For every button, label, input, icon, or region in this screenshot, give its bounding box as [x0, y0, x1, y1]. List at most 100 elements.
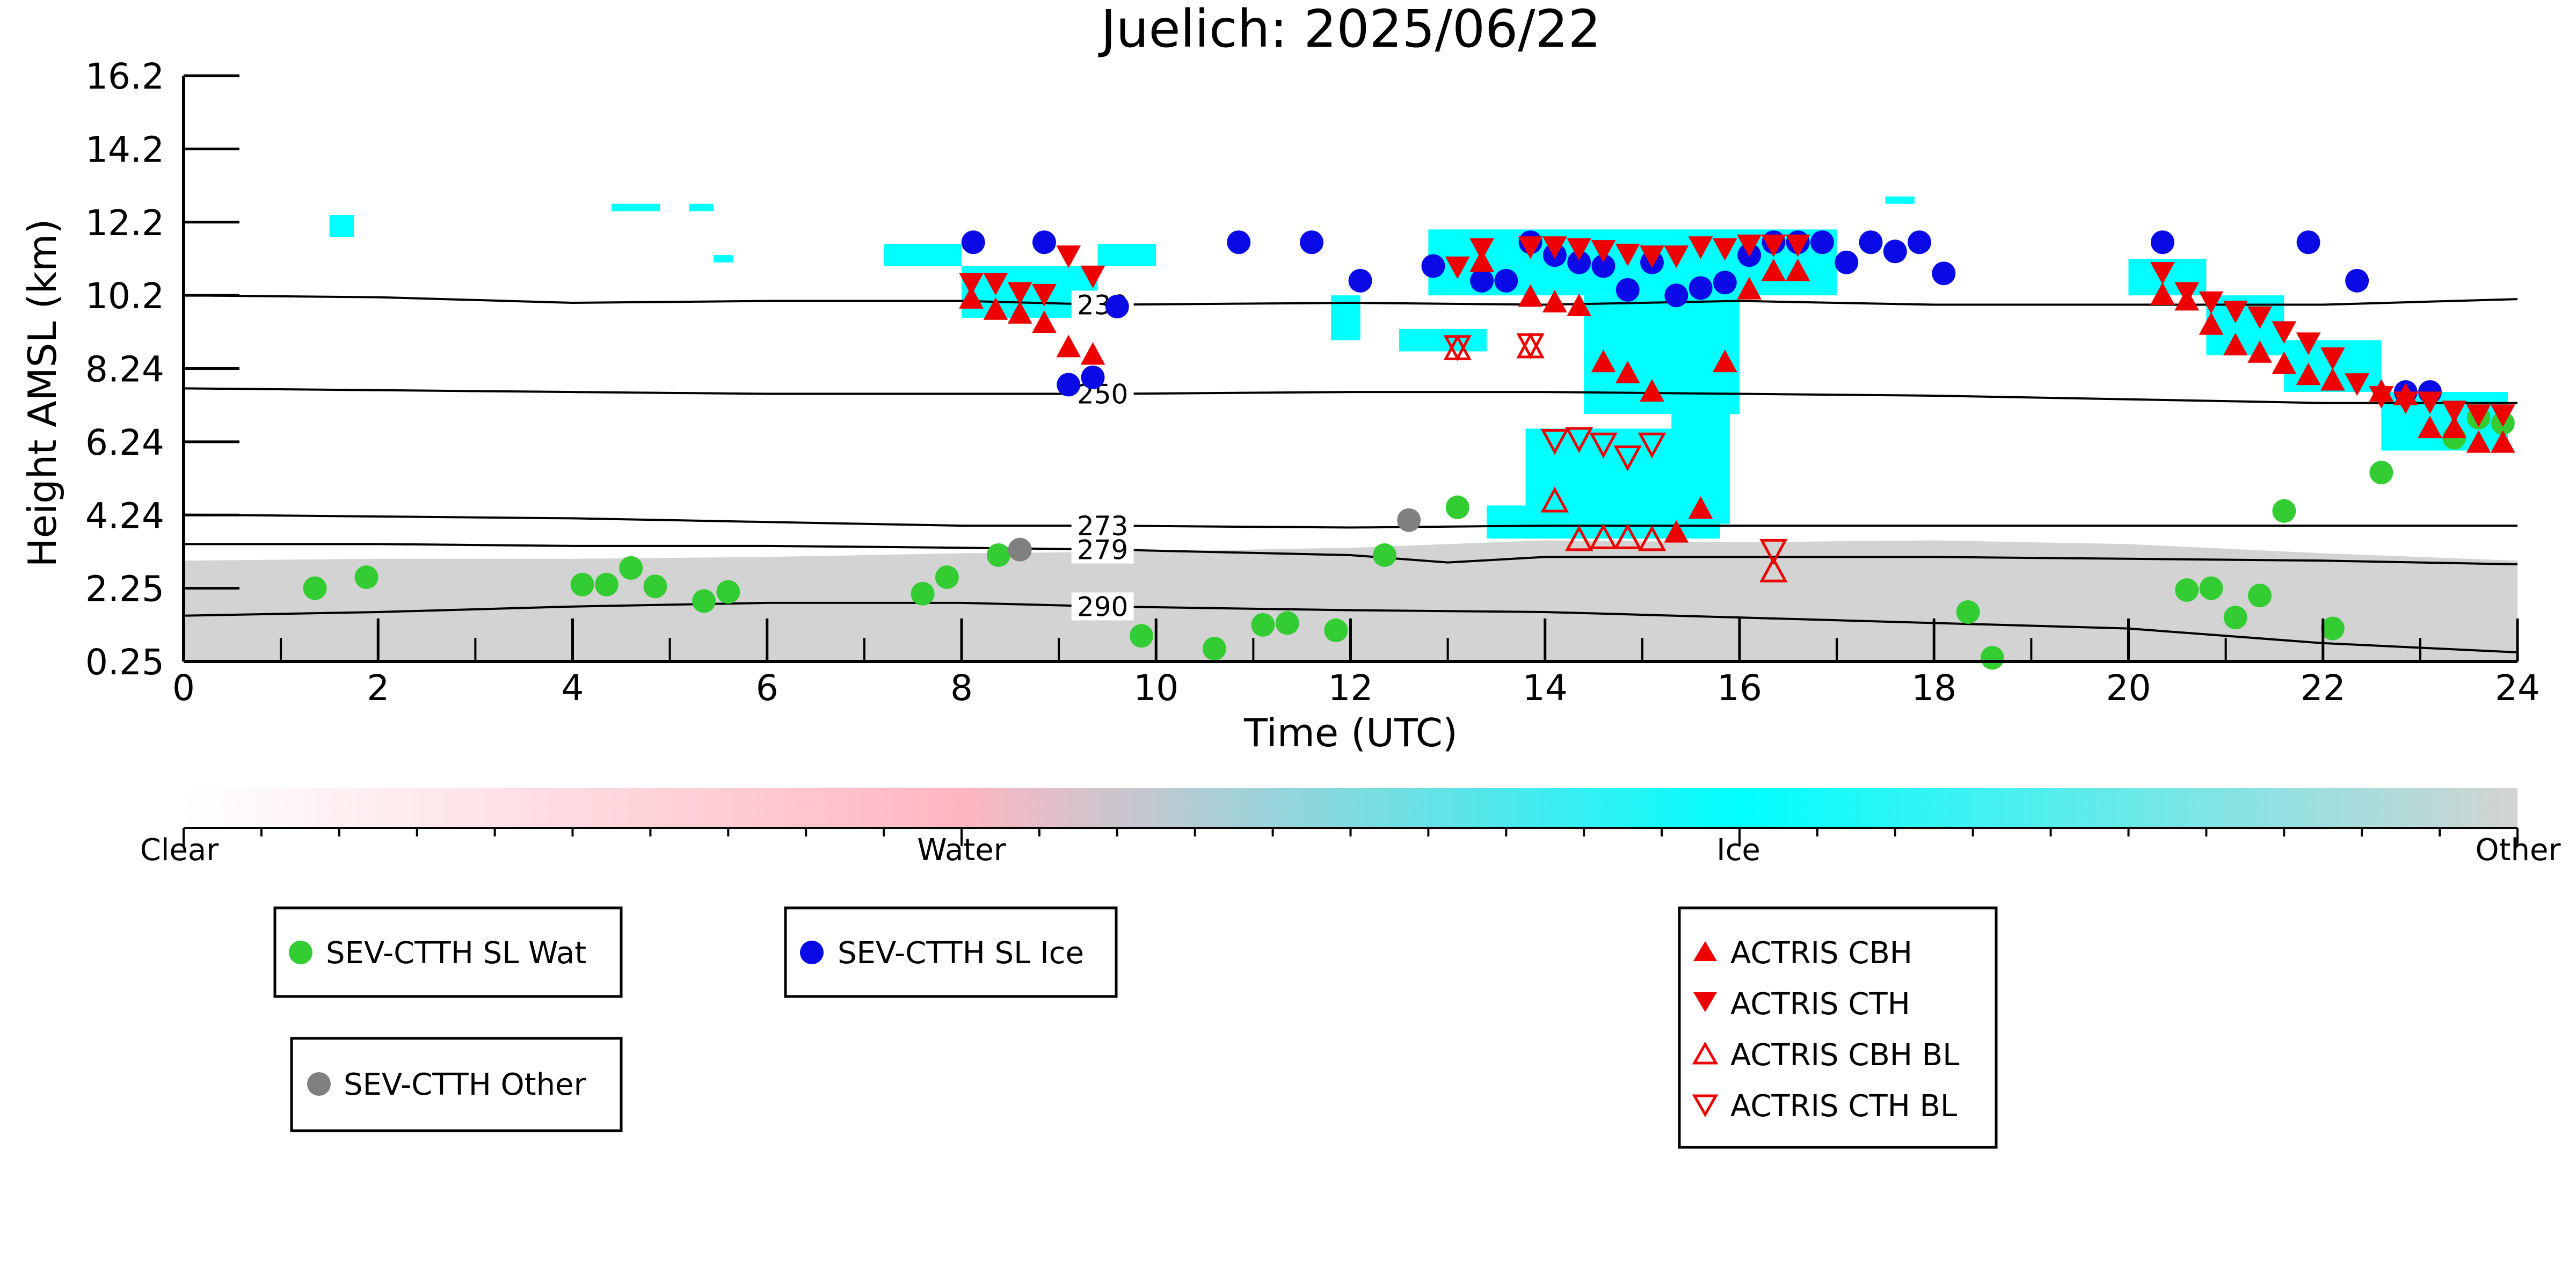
point-actris-cbh: [2418, 416, 2442, 439]
point-actris-cth: [1712, 238, 1737, 261]
point-sev-ctth-sl-wat: [1372, 543, 1396, 567]
point-sev-ctth-sl-wat: [2272, 499, 2296, 523]
point-actris-cbh: [1761, 258, 1786, 281]
colorbar-ticks: [183, 828, 2519, 846]
point-sev-ctth-sl-wat: [911, 581, 935, 606]
point-sev-ctth-sl-wat: [1202, 637, 1226, 661]
point-sev-ctth-sl-ice: [1105, 294, 1129, 318]
cloud-mask-ice-region: [1487, 505, 1720, 539]
point-actris-cth: [2272, 321, 2297, 344]
point-sev-ctth-sl-wat: [716, 580, 740, 604]
cloud-mask-ice-region: [884, 244, 962, 266]
point-sev-ctth-sl-wat: [2199, 576, 2223, 600]
point-actris-cth-bl: [1613, 445, 1642, 471]
point-sev-ctth-sl-ice: [1616, 278, 1640, 302]
point-actris-cth: [2199, 291, 2224, 314]
point-actris-cth-bl: [1638, 432, 1667, 459]
point-actris-cbh: [1032, 310, 1057, 333]
point-actris-cbh: [2247, 340, 2272, 363]
point-sev-ctth-sl-wat: [986, 543, 1010, 567]
point-actris-cbh-bl: [1589, 523, 1618, 549]
point-sev-ctth-sl-ice: [1081, 365, 1105, 389]
cloud-mask-ice-region: [1584, 295, 1740, 414]
point-actris-cth: [1518, 236, 1543, 259]
point-actris-cth: [2247, 306, 2272, 329]
legend-actris: ACTRIS CBH ACTRIS CTH ACTRIS CBH BL ACTR…: [1678, 906, 1998, 1149]
point-sev-ctth-sl-ice: [1810, 230, 1834, 254]
point-actris-cbh: [1737, 276, 1762, 300]
point-sev-ctth-sl-wat: [692, 589, 716, 613]
point-sev-ctth-sl-wat: [2369, 461, 2393, 485]
point-sev-ctth-sl-wat: [643, 574, 667, 599]
point-actris-cth: [2320, 347, 2345, 370]
point-sev-ctth-sl-wat: [619, 556, 643, 580]
isotherm-label-bg: [1071, 380, 1134, 408]
point-actris-cbh-bl: [1759, 556, 1788, 583]
point-actris-cth: [1785, 234, 1810, 257]
y-tick-label: 2.25: [85, 569, 164, 610]
legend-marker-triangle-down-icon: [1693, 992, 1717, 1012]
point-sev-ctth-sl-wat: [594, 572, 618, 596]
point-actris-cth: [1664, 245, 1689, 268]
x-tick-label: 2: [367, 667, 389, 709]
point-sev-ctth-sl-ice: [1689, 276, 1713, 300]
point-actris-cbh: [1640, 379, 1664, 402]
point-actris-cth-bl: [1564, 427, 1593, 453]
point-actris-cth: [1032, 283, 1057, 307]
legend-marker-gray-circle-icon: [307, 1072, 331, 1096]
colorbar-label-ice: Ice: [1716, 833, 1760, 868]
colorbar-label-clear: Clear: [140, 833, 219, 868]
point-sev-ctth-sl-ice: [961, 230, 985, 254]
point-sev-ctth-other: [1397, 508, 1421, 532]
point-actris-cth: [1615, 243, 1640, 266]
x-axis-label: Time (UTC): [1243, 710, 1458, 755]
point-sev-ctth-sl-ice: [1713, 271, 1737, 295]
point-sev-ctth-sl-wat: [935, 565, 959, 590]
point-sev-ctth-sl-ice: [1300, 230, 1324, 254]
x-tick-label: 18: [1911, 667, 1956, 709]
isotherm-line-279: [184, 543, 2517, 566]
point-actris-cth: [1688, 236, 1713, 259]
x-tick-label: 14: [1523, 667, 1568, 709]
y-tick-label: 14.2: [85, 129, 164, 170]
point-sev-ctth-sl-ice: [1932, 261, 1956, 286]
y-axis-label: Height AMSL (km): [20, 219, 65, 567]
isotherm-line-230: [184, 294, 2517, 306]
point-actris-cbh: [983, 297, 1008, 320]
point-actris-cbh: [2490, 430, 2515, 453]
point-sev-ctth-sl-ice: [2150, 230, 2174, 254]
point-sev-ctth-sl-wat: [2320, 616, 2345, 641]
legend-label: ACTRIS CBH BL: [1730, 1038, 1959, 1073]
point-actris-cth: [1542, 236, 1567, 259]
point-actris-cth-bl: [1759, 539, 1788, 565]
point-sev-ctth-other: [1008, 537, 1032, 562]
point-sev-ctth-sl-ice: [1591, 254, 1616, 278]
point-actris-cbh: [1469, 249, 1494, 272]
point-sev-ctth-sl-wat: [1275, 611, 1299, 635]
point-actris-cbh-bl: [1540, 486, 1569, 513]
y-tick-label: 6.24: [85, 422, 164, 463]
legend-label: SEV-CTTH Other: [344, 1067, 587, 1102]
legend-marker-triangle-down-open-icon: [1692, 1094, 1719, 1118]
point-actris-cth: [2490, 404, 2515, 427]
point-actris-cth: [2296, 332, 2321, 355]
point-actris-cbh: [1056, 334, 1081, 358]
x-tick-label: 10: [1133, 667, 1178, 709]
point-actris-cbh: [2223, 332, 2248, 355]
legend-marker-green-circle-icon: [289, 941, 312, 964]
point-actris-cth-bl: [1443, 335, 1472, 361]
point-sev-ctth-sl-wat: [1324, 618, 1348, 643]
point-sev-ctth-sl-wat: [303, 576, 327, 600]
point-sev-ctth-sl-wat: [2248, 584, 2272, 608]
point-actris-cth: [2150, 261, 2175, 285]
point-actris-cbh-bl: [1638, 525, 1667, 551]
point-sev-ctth-sl-wat: [1445, 495, 1469, 519]
isotherm-label-bg: [1071, 535, 1134, 564]
point-actris-cth: [2442, 401, 2467, 424]
legend-box: [273, 906, 623, 998]
isotherm-line-250: [184, 387, 2517, 404]
isotherm-label-290: 290: [1077, 591, 1128, 622]
colorbar-label-other: Other: [2475, 833, 2561, 868]
